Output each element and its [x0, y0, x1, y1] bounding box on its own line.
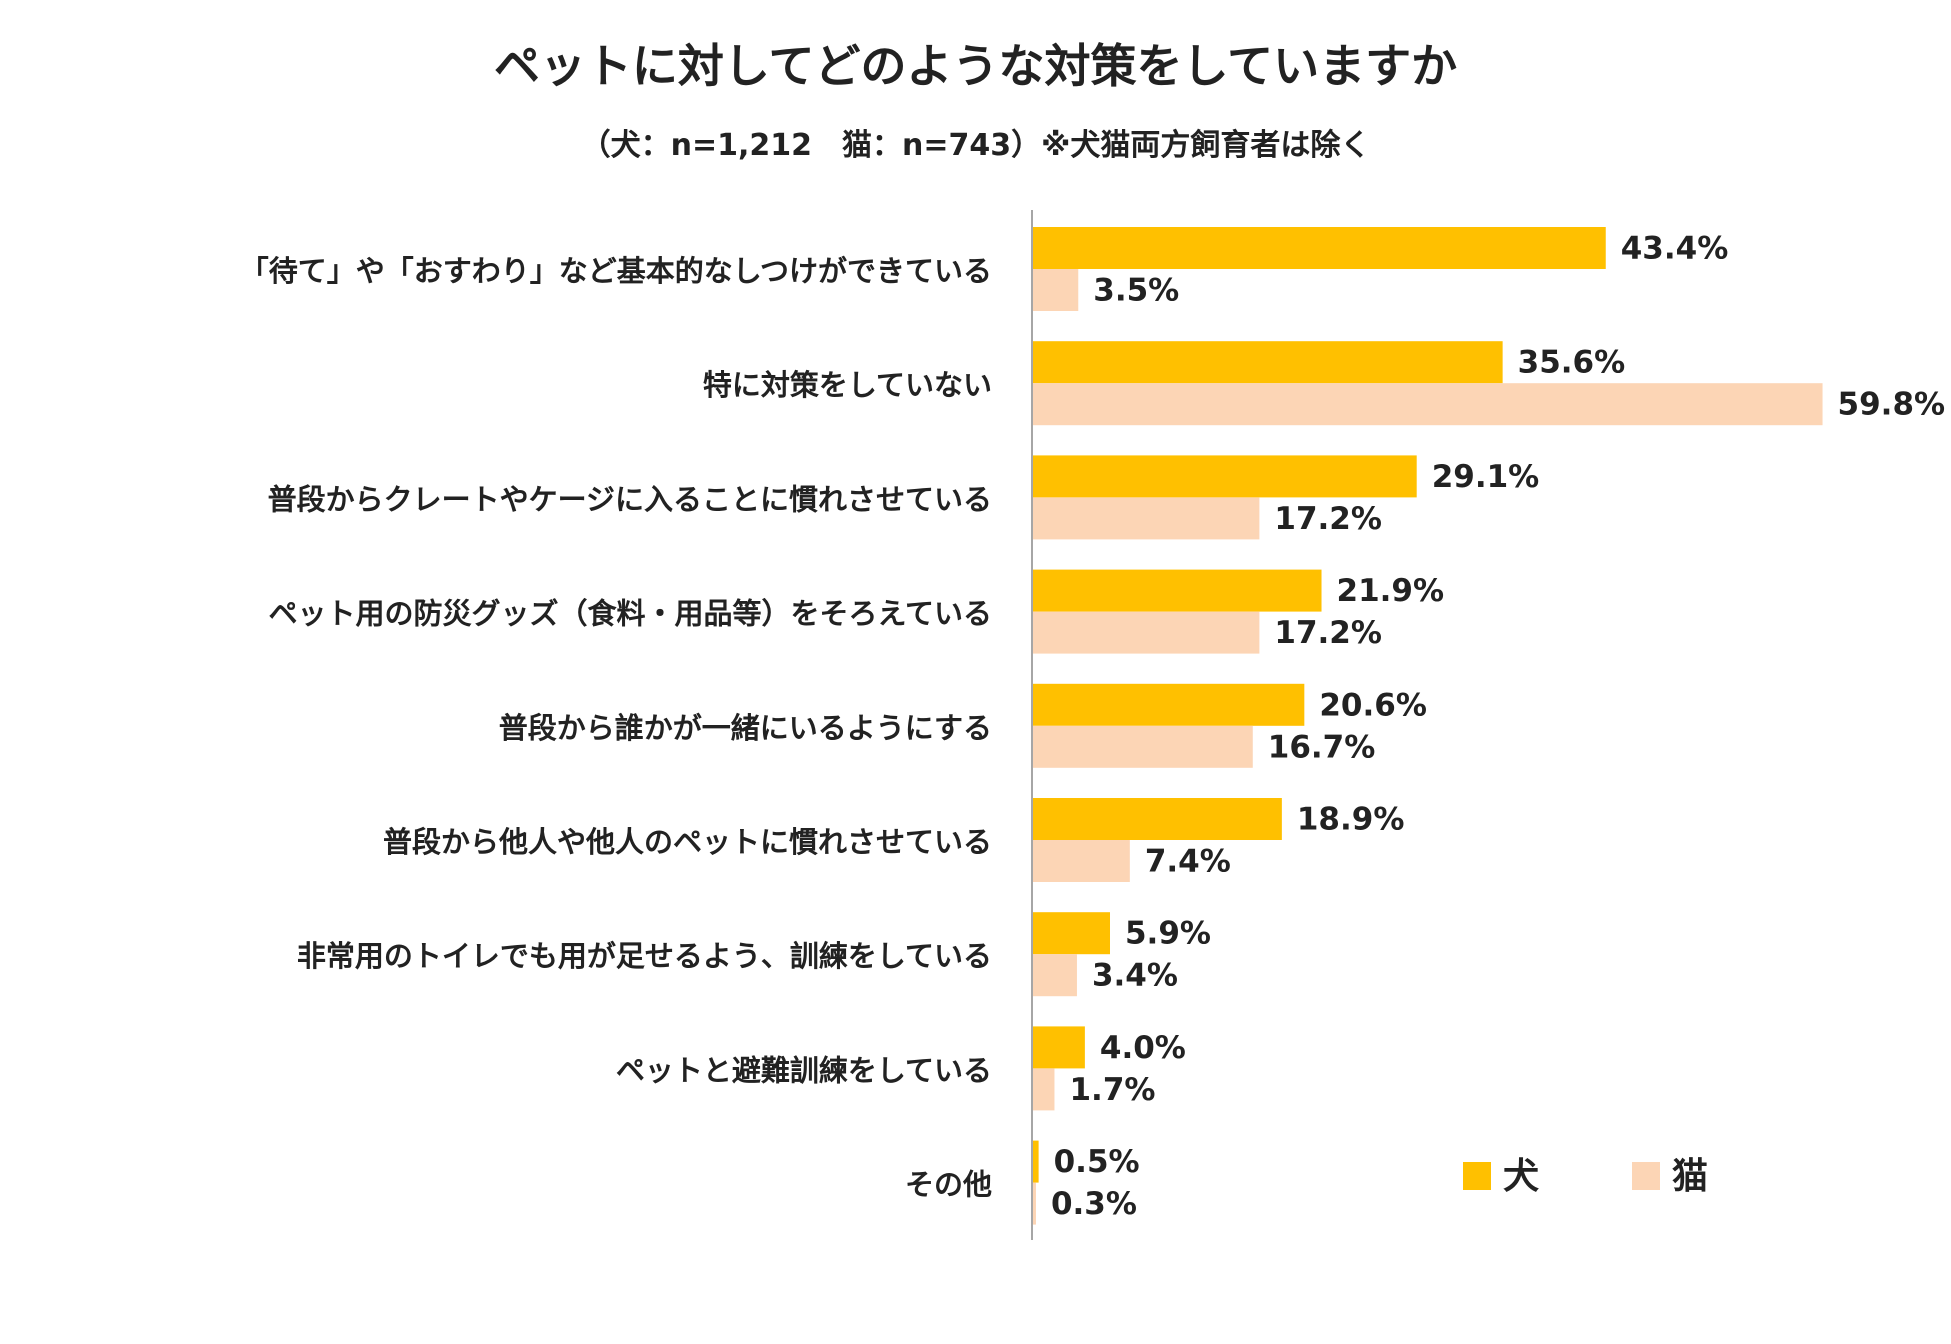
dog-bar: [1032, 912, 1110, 955]
dog-bar: [1032, 1140, 1039, 1183]
category-label: 「待て」や「おすわり」など基本的なしつけができている: [240, 254, 992, 288]
cat-value-label: 1.7%: [1069, 1072, 1155, 1108]
chart-subtitle: （犬：n=1,212 猫：n=743）※犬猫両方飼育者は除く: [580, 128, 1371, 163]
cat-bar: [1032, 269, 1079, 311]
cat-bar: [1032, 497, 1260, 540]
dog-value-label: 29.1%: [1432, 459, 1540, 495]
category-label: ペットと避難訓練をしている: [616, 1053, 992, 1087]
cat-value-label: 7.4%: [1145, 844, 1231, 880]
cat-bar: [1032, 383, 1823, 426]
dog-bar: [1032, 1026, 1085, 1069]
cat-bar: [1032, 725, 1253, 768]
dog-value-label: 21.9%: [1337, 573, 1445, 609]
cat-value-label: 17.2%: [1274, 615, 1382, 651]
dog-bar: [1032, 569, 1322, 612]
category-label: その他: [905, 1168, 992, 1202]
dog-value-label: 5.9%: [1125, 916, 1211, 952]
category-label: 普段から誰かが一緒にいるようにする: [499, 711, 992, 745]
cat-bar: [1032, 1068, 1055, 1111]
cat-bar: [1032, 611, 1260, 654]
cat-bar: [1032, 840, 1130, 882]
legend-dog-swatch: [1463, 1162, 1491, 1190]
cat-value-label: 0.3%: [1051, 1186, 1137, 1222]
cat-bar: [1032, 1182, 1036, 1225]
category-label: 特に対策をしていない: [703, 368, 992, 402]
cat-value-label: 17.2%: [1274, 501, 1382, 537]
cat-value-label: 16.7%: [1268, 729, 1376, 765]
cat-value-label: 3.4%: [1092, 958, 1178, 994]
dog-bar: [1032, 798, 1282, 840]
legend-dog-label: 犬: [1503, 1156, 1539, 1197]
dog-value-label: 43.4%: [1621, 231, 1729, 267]
dog-value-label: 0.5%: [1054, 1144, 1140, 1180]
category-label: 普段から他人や他人のペットに慣れさせている: [383, 825, 992, 859]
dog-value-label: 18.9%: [1297, 802, 1405, 838]
category-label: 普段からクレートやケージに入ることに慣れさせている: [268, 482, 992, 516]
cat-value-label: 59.8%: [1838, 387, 1946, 423]
legend-cat-swatch: [1632, 1162, 1660, 1190]
category-label: 非常用のトイレでも用が足せるよう、訓練をしている: [297, 939, 992, 973]
dog-bar: [1032, 227, 1606, 269]
category-label: ペット用の防災グッズ（食料・用品等）をそろえている: [268, 597, 992, 631]
dog-value-label: 35.6%: [1518, 345, 1626, 381]
dog-bar: [1032, 341, 1503, 384]
dog-bar: [1032, 455, 1417, 498]
cat-value-label: 3.5%: [1093, 273, 1179, 309]
chart-title: ペットに対してどのような対策をしていますか: [493, 39, 1458, 93]
dog-value-label: 4.0%: [1100, 1030, 1186, 1066]
cat-bar: [1032, 954, 1077, 997]
dog-bar: [1032, 683, 1305, 726]
legend-cat-label: 猫: [1672, 1156, 1708, 1197]
dog-value-label: 20.6%: [1319, 687, 1427, 723]
